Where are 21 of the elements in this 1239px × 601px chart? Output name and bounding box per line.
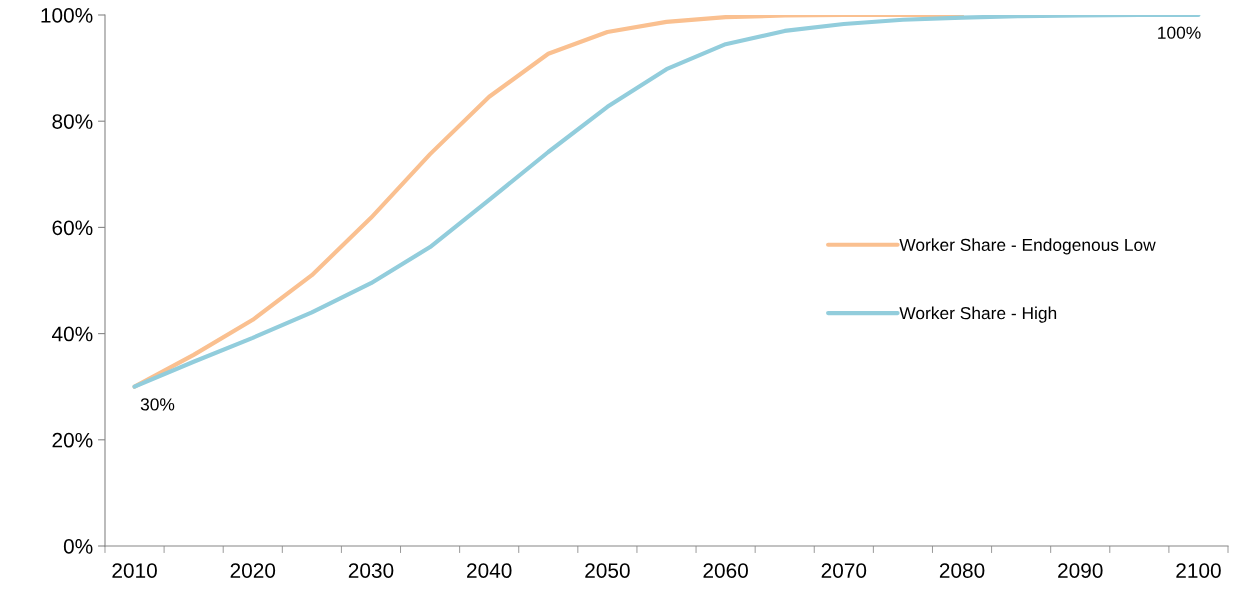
y-tick-label: 100%: [41, 8, 93, 23]
data-label: 30%: [140, 398, 175, 411]
x-tick-label: 2020: [230, 563, 276, 578]
x-tick-label: 2040: [467, 563, 512, 578]
legend-label: Worker Share - Endogenous Low: [899, 238, 1156, 255]
x-tick-label: 2050: [585, 563, 630, 578]
y-tick-label: 0%: [63, 539, 93, 554]
y-tick-label: 20%: [52, 432, 93, 448]
x-tick-label: 2090: [1058, 563, 1103, 578]
data-label: 100%: [1158, 26, 1201, 39]
x-tick-label: 2070: [821, 563, 867, 578]
y-tick-label: 60%: [52, 220, 93, 236]
line-series: [132, 15, 1201, 389]
y-tick-label: 40%: [51, 326, 93, 342]
y-tick-label: 80%: [52, 114, 93, 129]
x-tick-label: 2060: [703, 563, 748, 578]
x-tick-label: 2080: [939, 563, 985, 578]
x-tick-label: 2010: [112, 563, 157, 578]
x-tick-label: 2030: [348, 563, 394, 578]
x-tick-label: 2100: [1176, 563, 1221, 578]
legend-label: Worker Share - High: [899, 306, 1057, 323]
